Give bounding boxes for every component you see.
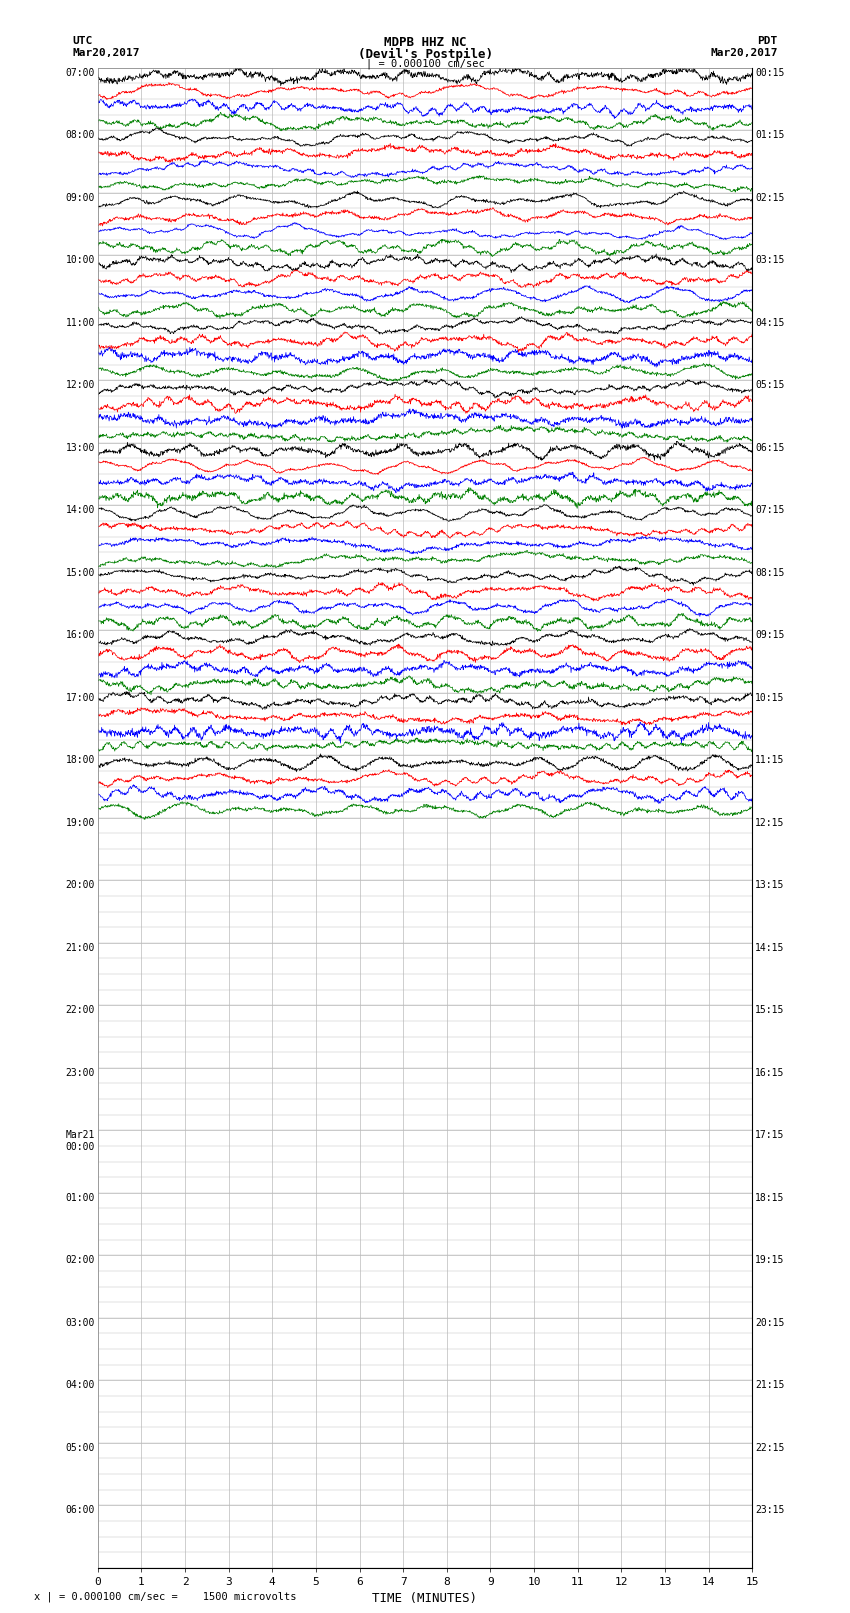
Text: PDT: PDT xyxy=(757,37,778,47)
Text: Mar20,2017: Mar20,2017 xyxy=(711,47,778,58)
Text: UTC: UTC xyxy=(72,37,93,47)
Text: x | = 0.000100 cm/sec =    1500 microvolts: x | = 0.000100 cm/sec = 1500 microvolts xyxy=(34,1590,297,1602)
Text: (Devil's Postpile): (Devil's Postpile) xyxy=(358,47,492,61)
Text: Mar20,2017: Mar20,2017 xyxy=(72,47,139,58)
Text: | = 0.000100 cm/sec: | = 0.000100 cm/sec xyxy=(366,58,484,69)
X-axis label: TIME (MINUTES): TIME (MINUTES) xyxy=(372,1592,478,1605)
Text: MDPB HHZ NC: MDPB HHZ NC xyxy=(383,37,467,50)
